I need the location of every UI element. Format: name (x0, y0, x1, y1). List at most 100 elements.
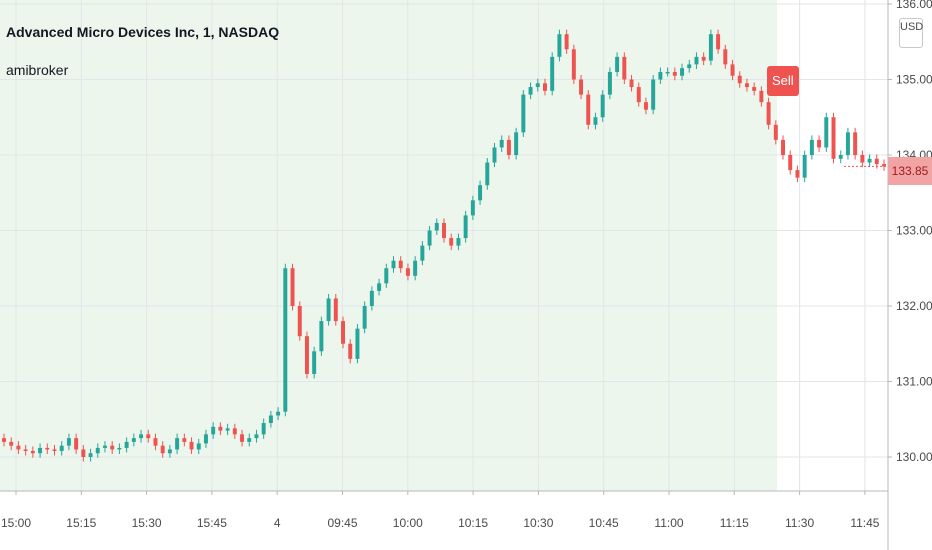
candle[interactable] (384, 263, 389, 288)
candle[interactable] (463, 210, 468, 243)
candle[interactable] (730, 59, 735, 81)
candle[interactable] (795, 165, 800, 183)
candle[interactable] (759, 86, 764, 107)
candle[interactable] (175, 433, 180, 454)
candle[interactable] (564, 29, 569, 54)
candle[interactable] (672, 67, 677, 81)
candle[interactable] (9, 437, 14, 451)
candle[interactable] (355, 324, 360, 364)
candle[interactable] (146, 429, 151, 443)
candle[interactable] (845, 127, 850, 160)
candle[interactable] (622, 52, 627, 85)
candle[interactable] (2, 433, 6, 447)
candle[interactable] (167, 444, 172, 458)
candle[interactable] (30, 446, 35, 458)
candle[interactable] (74, 433, 79, 454)
candle[interactable] (716, 29, 721, 54)
candle[interactable] (427, 225, 432, 251)
candle[interactable] (81, 444, 86, 462)
candle[interactable] (470, 195, 475, 220)
candle[interactable] (66, 433, 71, 451)
candle[interactable] (781, 135, 785, 160)
candle[interactable] (319, 316, 324, 356)
candle[interactable] (247, 433, 252, 447)
candle[interactable] (773, 120, 778, 145)
candle[interactable] (607, 67, 612, 100)
candle[interactable] (59, 441, 64, 456)
candle[interactable] (276, 407, 281, 421)
candle[interactable] (593, 112, 598, 130)
candle[interactable] (817, 135, 822, 152)
candle[interactable] (405, 263, 410, 281)
candle[interactable] (326, 293, 331, 326)
candle[interactable] (853, 127, 858, 160)
candle[interactable] (369, 286, 374, 311)
candle[interactable] (434, 218, 439, 236)
candle[interactable] (218, 422, 223, 436)
candle[interactable] (362, 301, 367, 334)
candle[interactable] (528, 82, 533, 100)
candle[interactable] (391, 256, 396, 273)
candle[interactable] (571, 44, 576, 85)
candle[interactable] (615, 52, 620, 77)
candle[interactable] (312, 346, 317, 379)
candle[interactable] (110, 441, 115, 454)
candle[interactable] (643, 97, 648, 115)
candle[interactable] (45, 443, 50, 454)
indicator-label[interactable]: amibroker (6, 62, 69, 78)
candle[interactable] (550, 52, 555, 96)
candle[interactable] (492, 142, 497, 168)
candle[interactable] (824, 112, 829, 152)
candle[interactable] (860, 150, 865, 168)
candle[interactable] (254, 429, 259, 443)
candle[interactable] (333, 293, 338, 326)
candle[interactable] (600, 90, 605, 122)
candle[interactable] (283, 263, 288, 417)
candle[interactable] (737, 71, 742, 88)
candle[interactable] (687, 59, 692, 73)
time-axis[interactable]: 15:00 15:15 15:30 15:45 4 09:45 10:00 10:15 10:3… (1, 491, 880, 530)
candle[interactable] (658, 67, 663, 85)
candle[interactable] (139, 429, 144, 443)
candle[interactable] (377, 278, 382, 296)
candle[interactable] (723, 44, 728, 69)
candle[interactable] (499, 135, 504, 152)
candle[interactable] (16, 441, 21, 454)
candle[interactable] (117, 443, 122, 454)
candle[interactable] (579, 74, 584, 100)
candle[interactable] (882, 159, 886, 171)
candle[interactable] (557, 29, 562, 62)
candle[interactable] (701, 52, 706, 66)
candle[interactable] (153, 433, 158, 451)
candle[interactable] (744, 78, 749, 92)
candle[interactable] (211, 422, 216, 439)
candle[interactable] (680, 63, 685, 81)
candle[interactable] (442, 218, 446, 243)
candle[interactable] (297, 301, 302, 341)
currency-badge[interactable]: USD (899, 18, 923, 48)
candle[interactable] (752, 82, 757, 96)
price-axis[interactable]: 130.00131.00132.00133.00134.00135.00136.… (888, 0, 932, 464)
candle[interactable] (535, 78, 540, 92)
candle[interactable] (225, 423, 230, 436)
candle[interactable] (232, 423, 237, 439)
candle[interactable] (521, 90, 526, 137)
candle[interactable] (290, 263, 295, 311)
candle[interactable] (788, 150, 793, 175)
candle[interactable] (543, 78, 547, 96)
candle[interactable] (88, 448, 93, 462)
candle[interactable] (203, 429, 208, 448)
candle[interactable] (506, 135, 511, 160)
candle[interactable] (420, 241, 425, 266)
candle[interactable] (38, 443, 43, 458)
candle[interactable] (240, 429, 245, 447)
candle[interactable] (449, 233, 454, 251)
candle[interactable] (341, 316, 345, 349)
candle[interactable] (131, 433, 136, 447)
candle[interactable] (485, 158, 490, 190)
candle[interactable] (636, 82, 641, 107)
candle[interactable] (103, 441, 107, 453)
candle[interactable] (665, 67, 670, 77)
candle[interactable] (52, 444, 57, 456)
